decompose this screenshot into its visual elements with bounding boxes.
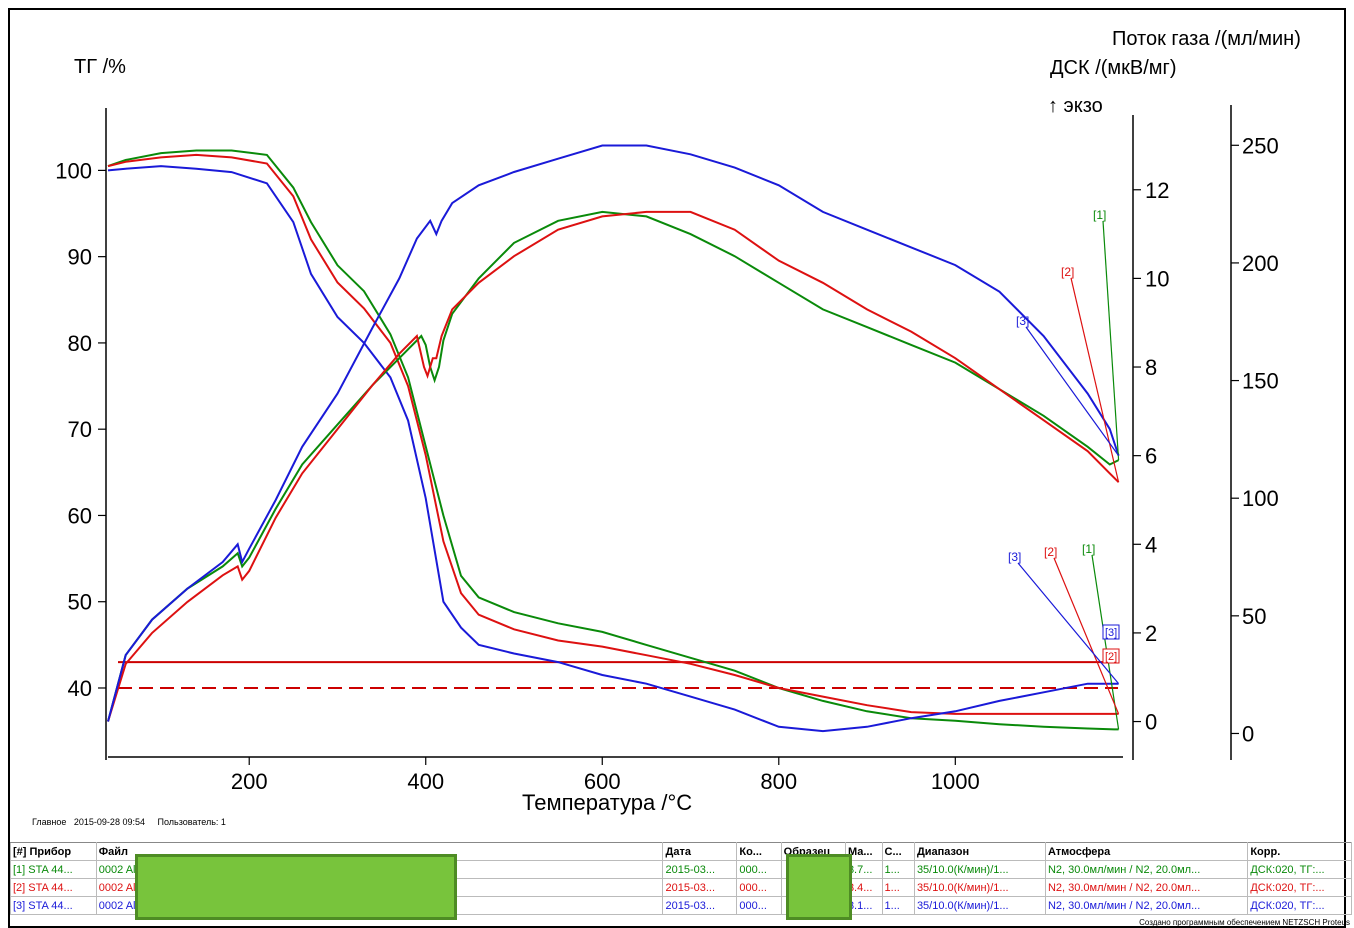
dsc-curve-3 <box>107 144 1120 722</box>
table-cell: 2015-03... <box>662 878 738 897</box>
table-header-cell: [#] Прибор <box>10 842 97 861</box>
table-header-cell: С... <box>881 842 915 861</box>
callout-line <box>1070 277 1120 483</box>
flow-tick-label: 100 <box>1242 486 1279 511</box>
tg-curve-3 <box>107 165 1119 733</box>
table-cell: [2] STA 44... <box>10 878 97 897</box>
table-cell: 000... <box>736 896 782 915</box>
dsc-tick-label: 6 <box>1145 444 1157 469</box>
curve-label: [3] <box>1016 314 1029 328</box>
tg-dsc-chart: 200 400 600 800 1000405060708090100024681012… <box>55 105 1279 794</box>
table-cell: 2015-03... <box>662 860 738 879</box>
x-tick-label: 400 <box>407 769 444 794</box>
table-cell: ДСК:020, ТГ:... <box>1247 878 1352 897</box>
flow-tick-label: 50 <box>1242 604 1266 629</box>
x-tick-label: 800 <box>760 769 797 794</box>
tg-tick-label: 100 <box>55 158 92 183</box>
table-header-cell: Диапазон <box>913 842 1046 861</box>
flow-axis-title: Поток газа /(мл/мин) <box>1112 28 1301 50</box>
callout-line <box>1102 220 1120 461</box>
tg-curve-1 <box>107 149 1119 731</box>
table-cell: 35/10.0(К/мин)/1... <box>913 878 1046 897</box>
chart-frame <box>8 8 1346 928</box>
dsc-tick-label: 0 <box>1145 710 1157 735</box>
table-cell: 1... <box>881 896 915 915</box>
table-cell: [1] STA 44... <box>10 860 97 879</box>
table-header-cell: Корр. <box>1247 842 1352 861</box>
flow-tick-label: 200 <box>1242 251 1279 276</box>
table-cell: [3] STA 44... <box>10 896 97 915</box>
table-cell: 1... <box>881 878 915 897</box>
table-header-cell: Дата <box>662 842 738 861</box>
tg-curve-2 <box>107 153 1119 715</box>
run-info: Главное 2015-09-28 09:54 Пользователь: 1 <box>32 817 226 827</box>
curve-label: [2] <box>1044 545 1057 559</box>
dsc-tick-label: 12 <box>1145 178 1169 203</box>
table-cell: ДСК:020, ТГ:... <box>1247 860 1352 879</box>
dsc-curve-2 <box>107 210 1120 722</box>
tg-tick-label: 50 <box>68 590 92 615</box>
redacted-sample-block <box>786 854 852 920</box>
end-label: [3] <box>1105 627 1117 639</box>
table-cell: N2, 30.0мл/мин / N2, 20.0мл... <box>1044 878 1249 897</box>
dsc-curve-1 <box>107 210 1120 722</box>
callout-line <box>1091 554 1120 730</box>
table-cell: 000... <box>736 878 782 897</box>
x-tick-label: 1000 <box>931 769 980 794</box>
info-user: Пользователь: 1 <box>157 817 226 827</box>
dsc-tick-label: 2 <box>1145 621 1157 646</box>
dsc-tick-label: 4 <box>1145 532 1157 557</box>
tg-tick-label: 80 <box>68 331 92 356</box>
table-cell: N2, 30.0мл/мин / N2, 20.0мл... <box>1044 896 1249 915</box>
info-date-value: 2015-09-28 09:54 <box>73 817 145 827</box>
table-header-cell: Атмосфера <box>1044 842 1249 861</box>
x-axis-title: Температура /°C <box>522 790 693 815</box>
flow-tick-label: 150 <box>1242 369 1279 394</box>
info-date-label: Главное <box>32 817 67 827</box>
dsc-tick-label: 8 <box>1145 355 1157 380</box>
curve-label: [3] <box>1008 550 1021 564</box>
curve-label: [2] <box>1061 265 1074 279</box>
table-cell: 000... <box>736 860 782 879</box>
dsc-tick-label: 10 <box>1145 266 1169 291</box>
callout-line <box>1025 326 1120 457</box>
tg-axis-title: ТГ /% <box>74 56 126 78</box>
curve-label: [1] <box>1082 542 1095 556</box>
redacted-filename-block <box>135 854 457 920</box>
table-cell: 35/10.0(К/мин)/1... <box>913 896 1046 915</box>
software-footer: Создано программным обеспечением NETZSCH… <box>1139 918 1350 927</box>
x-tick-label: 200 <box>231 769 268 794</box>
table-cell: 2015-03... <box>662 896 738 915</box>
end-label: [2] <box>1105 651 1117 663</box>
dsc-axis-title: ДСК /(мкВ/мг) <box>1050 57 1177 79</box>
callout-line <box>1053 557 1120 715</box>
end-label-box <box>1102 624 1120 640</box>
end-label-box <box>1102 648 1120 664</box>
tg-tick-label: 60 <box>68 503 92 528</box>
table-header-cell: Ко... <box>736 842 782 861</box>
callout-line <box>1017 562 1120 685</box>
x-tick-label: 600 <box>584 769 621 794</box>
tg-tick-label: 90 <box>68 245 92 270</box>
tg-tick-label: 70 <box>68 417 92 442</box>
table-cell: 1... <box>881 860 915 879</box>
flow-tick-label: 0 <box>1242 721 1254 746</box>
table-cell: N2, 30.0мл/мин / N2, 20.0мл... <box>1044 860 1249 879</box>
table-cell: ДСК:020, ТГ:... <box>1247 896 1352 915</box>
exo-label: ↑ экзо <box>1048 95 1103 117</box>
tg-tick-label: 40 <box>68 676 92 701</box>
flow-tick-label: 250 <box>1242 133 1279 158</box>
curve-label: [1] <box>1093 208 1106 222</box>
table-cell: 35/10.0(К/мин)/1... <box>913 860 1046 879</box>
